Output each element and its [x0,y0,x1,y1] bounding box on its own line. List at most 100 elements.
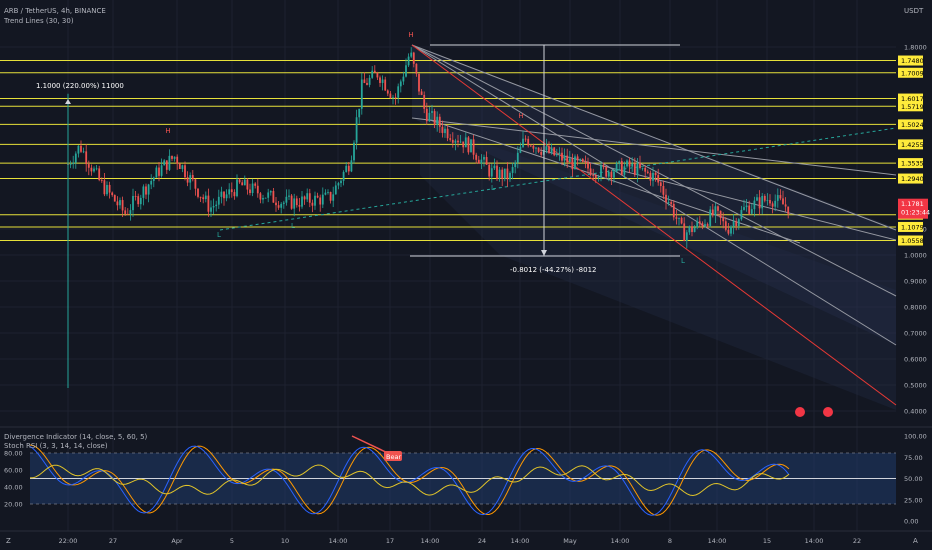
candle-body [129,210,132,214]
candle-body [225,194,228,199]
candle-body [259,193,262,200]
candle-body [384,79,387,91]
candle-body [761,195,764,209]
candle-body [262,197,264,200]
current-price-label: 1.1781 [901,200,924,208]
candle-body [246,179,249,190]
candle-body [358,108,361,118]
candle-body [519,147,522,153]
candle-body [537,147,540,152]
candle-body [514,162,517,168]
pivot-mark: L [681,257,685,265]
candle-body [722,217,725,222]
candle-body [433,111,436,125]
candle-body [706,224,709,226]
candle-body [784,204,787,207]
candle-body [581,159,584,162]
candle-body [228,189,231,195]
candle-body [77,145,80,154]
candle-body [449,138,452,140]
price-tick-label: 0.9000 [904,278,927,286]
main-pane[interactable] [0,0,896,425]
trend-line [411,117,897,176]
candle-body [644,167,647,172]
candle-body [106,184,108,195]
candle-body [108,184,111,193]
candle-body [119,200,121,206]
candle-body [399,81,402,87]
candle-body [93,168,95,172]
candle-body [327,191,329,193]
candle-body [485,156,488,165]
time-tick-label: 17 [386,537,394,545]
candle-body [113,195,116,202]
time-tick-label: 15 [763,537,771,545]
time-tick-label: 24 [478,537,486,545]
candle-body [267,192,270,198]
time-axis[interactable]: 22:00 27 Apr 5 10 14:00 17 14:00 24 14:00 May 14:00… [0,530,932,545]
candle-body [756,197,758,201]
candle-body [727,229,730,234]
candle-body [428,112,431,122]
candle-body [334,185,337,195]
candle-body [415,63,418,74]
candle-body [641,167,644,169]
candle-body [181,165,184,169]
currency-label: USDT [904,7,924,15]
price-tick-label: 0.6000 [904,356,927,364]
measure-up-arrow [65,99,71,104]
candle-body [672,203,675,218]
candle-body [558,152,561,154]
price-axis[interactable]: 1.80001.10001.00000.90000.80000.70000.60… [898,44,930,416]
oscillator-pane[interactable]: Bear 80.00 60.00 40.00 20.00 100.00 75.00 50.00… [0,426,932,526]
candle-body [709,209,712,226]
candle-body [568,158,571,163]
candle-body [462,141,465,148]
candle-body [457,140,459,143]
candle-body [386,90,389,94]
candle-body [431,111,433,113]
price-tick-label: 1.8000 [904,44,927,52]
candle-body [503,168,506,179]
candle-body [290,195,293,209]
candle-body [438,116,441,127]
candle-body [314,195,316,206]
candle-body [249,189,251,194]
candle-body [368,77,371,85]
candle-body [272,191,275,203]
candle-body [574,156,576,170]
candle-body [483,156,485,160]
candle-body [633,163,636,175]
candle-body [243,179,246,186]
candle-body [230,189,233,193]
measure-down-label: -0.8012 (-44.27%) -8012 [510,266,597,274]
trend-line [539,149,897,241]
candle-body [152,177,155,181]
candle-body [165,160,168,170]
candle-body [511,167,514,173]
level-label: 1.0558 [901,237,924,245]
candle-body [496,165,498,179]
osc-left-tick: 40.00 [4,484,23,492]
candle-body [280,203,283,208]
osc-left-tick: 80.00 [4,450,23,458]
candle-body [295,198,298,206]
candle-body [256,185,259,194]
candle-body [72,162,75,165]
candle-body [566,155,569,163]
candle-body [171,155,173,159]
candle-body [753,200,756,210]
candle-body [178,163,181,169]
level-label: 1.4255 [901,141,924,149]
candle-body [405,65,407,77]
candle-body [418,73,420,92]
candle-body [186,177,189,183]
pivot-mark: L [217,231,221,239]
price-tick-label: 0.8000 [904,304,927,312]
candle-body [605,167,608,177]
countdown-label: 01:23:44 [901,209,930,217]
candle-body [464,137,467,148]
horizontal-levels [0,60,896,241]
candle-body [493,165,496,169]
